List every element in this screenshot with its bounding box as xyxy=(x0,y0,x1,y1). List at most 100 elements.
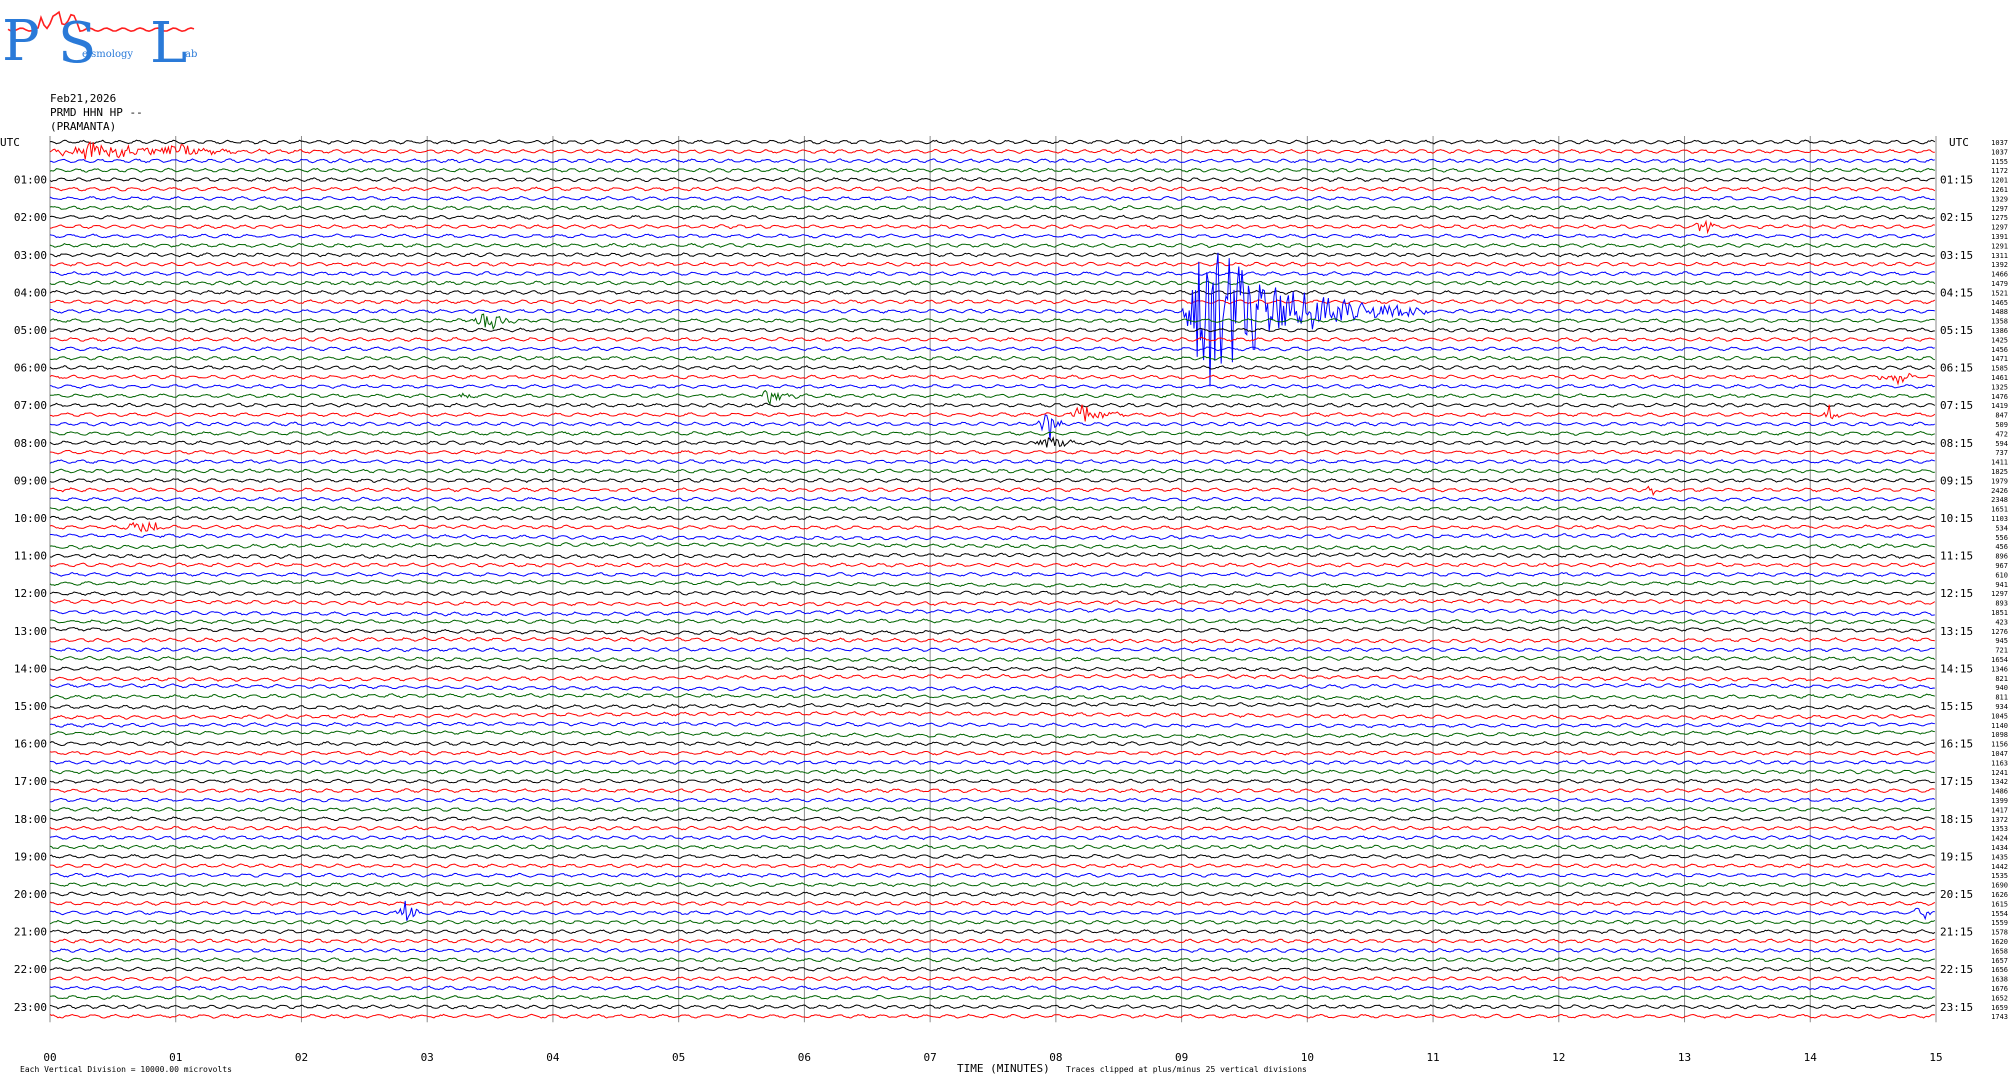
right-hour-label: 22:15 xyxy=(1940,963,1973,976)
trace-number-label: 1103 xyxy=(1991,515,2008,523)
trace-line xyxy=(49,468,1935,474)
trace-line xyxy=(49,515,1936,521)
trace-line xyxy=(49,214,1935,220)
trace-line xyxy=(49,683,1935,692)
left-axis-label: UTC xyxy=(0,136,20,149)
left-hour-label: 18:00 xyxy=(14,813,47,826)
trace-number-label: 1638 xyxy=(1991,976,2008,984)
trace-number-label: 610 xyxy=(1995,571,2008,579)
trace-number-label: 556 xyxy=(1995,534,2008,542)
trace-line xyxy=(49,919,1936,925)
trace-number-label: 1037 xyxy=(1991,139,2008,147)
trace-number-label: 1417 xyxy=(1991,806,2008,814)
x-axis-label: TIME (MINUTES) xyxy=(957,1062,1050,1075)
trace-line xyxy=(49,459,1935,465)
logo-letter-l: L xyxy=(150,11,187,70)
trace-line xyxy=(49,271,1935,277)
left-hour-label: 12:00 xyxy=(14,587,47,600)
trace-line xyxy=(49,692,1935,701)
trace-line xyxy=(49,552,1936,559)
trace-line xyxy=(49,430,1935,436)
trace-line xyxy=(49,365,1935,371)
trace-number-label: 509 xyxy=(1995,421,2008,429)
right-hour-label: 09:15 xyxy=(1940,474,1973,487)
trace-line xyxy=(49,336,1935,342)
trace-number-label: 1297 xyxy=(1991,205,2008,213)
trace-line xyxy=(49,702,1935,710)
station-code: PRMD HHN HP -- xyxy=(50,106,143,119)
trace-line xyxy=(49,436,1935,448)
left-hour-label: 01:00 xyxy=(14,174,47,187)
trace-line xyxy=(49,872,1935,878)
trace-number-label: 1297 xyxy=(1991,224,2008,232)
trace-number-label: 1690 xyxy=(1991,882,2008,890)
trace-line xyxy=(49,750,1935,756)
trace-line xyxy=(49,994,1935,1000)
trace-line xyxy=(49,167,1935,173)
trace-line xyxy=(49,205,1936,211)
trace-line xyxy=(49,769,1935,775)
right-time-labels: 01:15 02:15 03:15 04:15 05:15 06:15 07:15 08:15… xyxy=(1940,174,1973,1014)
trace-number-label: 1325 xyxy=(1991,383,2008,391)
logo-subtext: eismology xyxy=(82,49,133,60)
right-hour-label: 11:15 xyxy=(1940,550,1973,563)
trace-number-label: 1098 xyxy=(1991,731,2008,739)
trace-number-label: 1140 xyxy=(1991,722,2008,730)
trace-number-label: 1585 xyxy=(1991,365,2008,373)
trace-line xyxy=(50,618,1936,625)
logo-subtext-lab: ab xyxy=(185,49,197,60)
trace-number-label: 847 xyxy=(1995,412,2008,420)
trace-line xyxy=(49,647,1935,653)
trace-line xyxy=(49,402,1936,408)
trace-line xyxy=(49,506,1935,512)
trace-line xyxy=(49,242,1936,248)
trace-number-label: 534 xyxy=(1995,524,2008,532)
scale-note: Each Vertical Division = 10000.00 microv… xyxy=(20,1065,232,1074)
x-tick-label: 14 xyxy=(1804,1051,1818,1064)
right-hour-label: 05:15 xyxy=(1940,324,1973,337)
x-tick-label: 11 xyxy=(1426,1051,1439,1064)
trace-number-label: 1276 xyxy=(1991,628,2008,636)
left-hour-label: 07:00 xyxy=(14,399,47,412)
trace-number-label: 1399 xyxy=(1991,797,2008,805)
left-hour-label: 11:00 xyxy=(14,550,47,563)
trace-number-labels: 1037103711551172120112611329129712751297… xyxy=(1991,139,2008,1021)
trace-number-label: 1163 xyxy=(1991,759,2008,767)
trace-number-label: 1329 xyxy=(1991,195,2008,203)
trace-number-label: 967 xyxy=(1995,562,2008,570)
trace-line xyxy=(49,900,1935,921)
trace-line xyxy=(49,835,1935,841)
x-tick-label: 02 xyxy=(295,1051,308,1064)
trace-line xyxy=(49,664,1935,672)
trace-line xyxy=(49,590,1936,596)
left-hour-label: 16:00 xyxy=(14,738,47,751)
trace-line xyxy=(49,938,1935,944)
right-hour-label: 08:15 xyxy=(1940,437,1973,450)
trace-line xyxy=(49,346,1935,352)
trace-line xyxy=(49,607,1935,617)
trace-line xyxy=(49,186,1936,192)
trace-line xyxy=(49,313,1935,331)
trace-line xyxy=(49,966,1936,972)
trace-line xyxy=(49,404,1936,422)
trace-number-label: 1045 xyxy=(1991,712,2008,720)
right-hour-label: 07:15 xyxy=(1940,399,1973,412)
right-hour-label: 03:15 xyxy=(1940,249,1973,262)
trace-line xyxy=(49,520,1936,533)
trace-line xyxy=(49,721,1935,729)
trace-number-label: 1346 xyxy=(1991,665,2008,673)
x-tick-label: 09 xyxy=(1175,1051,1188,1064)
trace-line xyxy=(49,1004,1935,1010)
trace-line xyxy=(49,655,1936,663)
trace-line xyxy=(49,158,1935,164)
left-hour-label: 19:00 xyxy=(14,850,47,863)
left-hour-label: 23:00 xyxy=(14,1001,47,1014)
trace-line xyxy=(49,711,1936,720)
left-hour-label: 20:00 xyxy=(14,888,47,901)
record-date: Feb21,2026 xyxy=(50,92,117,105)
trace-number-label: 1411 xyxy=(1991,459,2008,467)
left-time-labels: 01:00 02:00 03:00 04:00 05:00 06:00 07:00 08:00… xyxy=(14,174,47,1014)
trace-line xyxy=(49,976,1936,982)
trace-line xyxy=(49,562,1935,568)
trace-number-label: 1037 xyxy=(1991,148,2008,156)
